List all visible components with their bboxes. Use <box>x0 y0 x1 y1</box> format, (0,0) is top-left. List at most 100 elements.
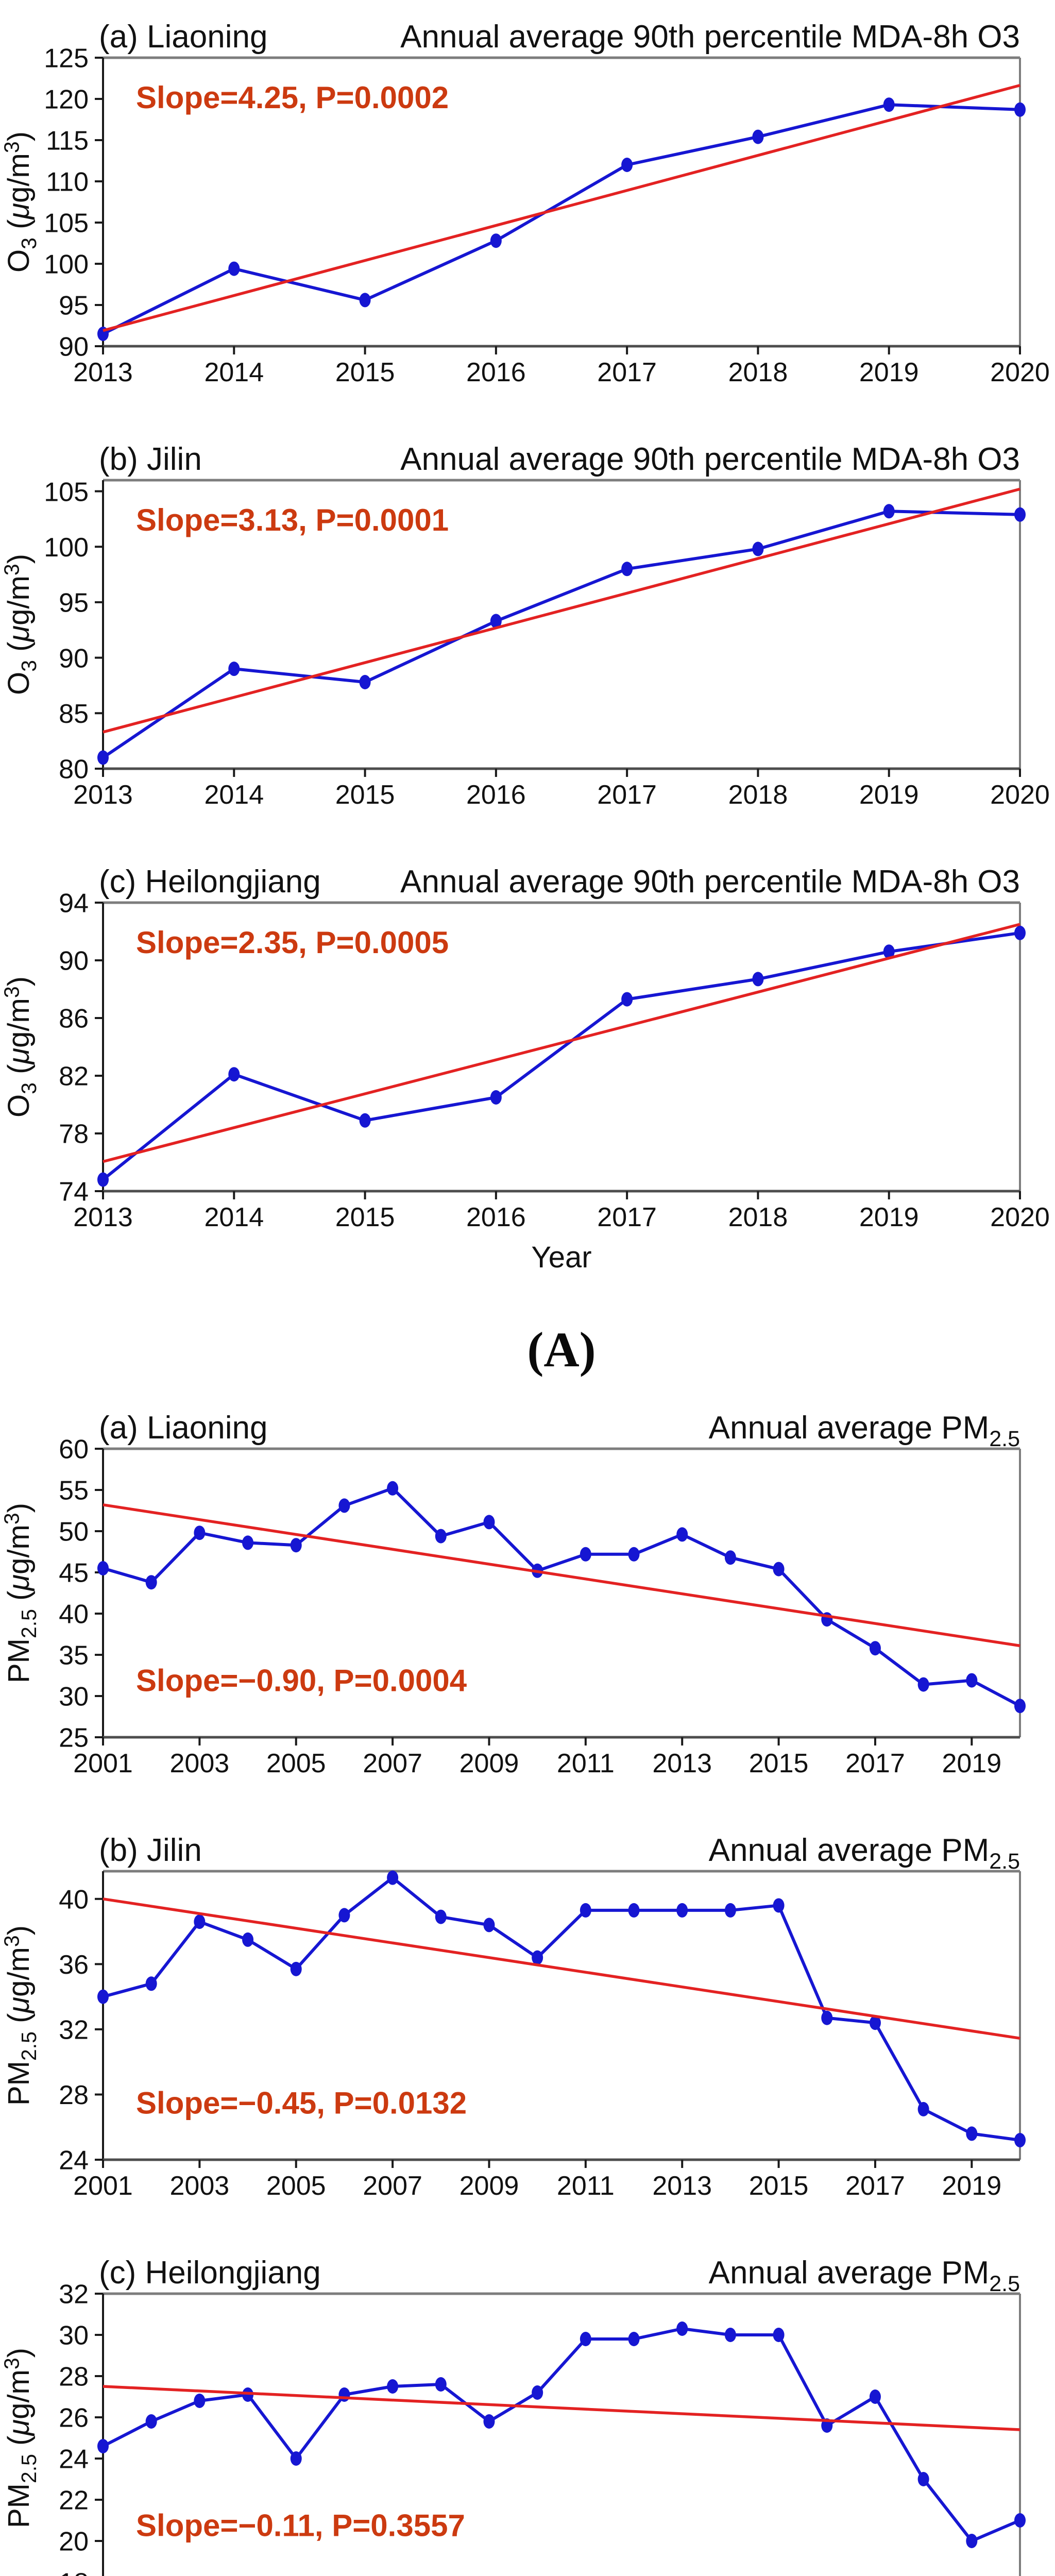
data-series-line <box>102 931 1020 1181</box>
data-point <box>145 1575 157 1590</box>
y-tick-label: 22 <box>59 2486 89 2516</box>
data-point <box>290 2451 302 2466</box>
x-axis-ticks: 2001 2003 2005 2007 2009 2011 2013 2015 2017 2019 <box>73 2160 1001 2201</box>
data-point <box>676 1903 688 1918</box>
x-tick-label: 2011 <box>557 2171 615 2201</box>
data-point <box>752 541 764 556</box>
y-tick-label: 100 <box>44 533 89 563</box>
data-point <box>242 1932 254 1947</box>
x-tick-label: 2015 <box>335 358 395 387</box>
slope-annotation: Slope=−0.90, P=0.0004 <box>136 1663 467 1698</box>
trend-line <box>103 2385 1020 2431</box>
data-point <box>752 972 764 987</box>
trend-line <box>103 83 1020 332</box>
chart-pm25-liaoning: 25 30 35 40 45 50 55 60 2001 2003 2005 2007 2009 2011… <box>0 1401 1055 1821</box>
y-tick-label: 24 <box>59 2445 89 2475</box>
y-axis-ticks: 74 78 82 86 90 94 <box>59 889 103 1207</box>
x-tick-label: 2015 <box>335 1202 395 1232</box>
chart-canvas-pm25-liaoning: 25 30 35 40 45 50 55 60 2001 2003 2005 2007 2009 2011… <box>0 1401 1055 1819</box>
y-tick-label: 100 <box>44 250 89 280</box>
y-tick-label: 24 <box>59 2146 89 2176</box>
data-point <box>821 2010 833 2025</box>
data-series <box>97 1870 1026 2148</box>
slope-annotation: Slope=2.35, P=0.0005 <box>136 925 449 960</box>
data-point <box>359 293 371 308</box>
data-point <box>242 1535 254 1550</box>
plot-frame <box>102 1447 1021 1739</box>
x-axis-ticks: 2013 2014 2015 2016 2017 2018 2019 2020 <box>73 769 1050 810</box>
chart-title-right: Annual average PM2.5 <box>709 2255 1020 2296</box>
y-tick-label: 40 <box>59 1600 89 1630</box>
data-point <box>290 1961 302 1976</box>
x-tick-label: 2017 <box>597 1202 657 1232</box>
data-series-line <box>103 1876 1020 2142</box>
data-point <box>773 2328 785 2342</box>
x-axis-ticks: 2001 2003 2005 2007 2009 2011 2013 2015 2017 2019 <box>73 1737 1001 1778</box>
data-point <box>752 129 764 144</box>
x-tick-label: 2019 <box>859 780 919 810</box>
data-series-line <box>102 103 1020 335</box>
x-tick-label: 2003 <box>170 1749 230 1778</box>
x-tick-label: 2019 <box>942 1749 1001 1778</box>
y-tick-label: 36 <box>59 1950 89 1980</box>
x-tick-label: 2007 <box>363 1749 422 1778</box>
chart-background <box>0 433 1055 850</box>
data-point <box>435 2377 447 2392</box>
chart-title-right: Annual average 90th percentile MDA-8h O3 <box>400 442 1020 477</box>
chart-title-left: (a) Liaoning <box>99 1410 267 1446</box>
y-tick-label: 25 <box>59 1723 89 1753</box>
y-tick-label: 120 <box>44 85 89 115</box>
plot-frame <box>102 56 1021 348</box>
chart-o3-jilin: 80 85 90 95 100 105 2013 2014 2015 2016 2017 2018 20… <box>0 433 1055 853</box>
x-tick-label: 2009 <box>460 2171 519 2201</box>
x-tick-label: 2019 <box>859 358 919 387</box>
y-axis-ticks: 25 30 35 40 45 50 55 60 <box>59 1435 103 1753</box>
chart-o3-liaoning: 90 95 100 105 110 115 120 125 2013 2014 2015 2016 20… <box>0 10 1055 430</box>
x-axis-ticks: 2013 2014 2015 2016 2017 2018 2019 2020 <box>73 1191 1050 1232</box>
x-tick-label: 2009 <box>460 1749 519 1778</box>
y-tick-label: 32 <box>59 2015 89 2045</box>
x-tick-label: 2018 <box>728 780 788 810</box>
data-point <box>387 2379 399 2394</box>
x-tick-label: 2018 <box>728 358 788 387</box>
data-point <box>621 992 633 1007</box>
y-tick-label: 45 <box>59 1558 89 1588</box>
plot-frame <box>102 479 1021 770</box>
data-point <box>194 2394 206 2408</box>
y-axis-label: O3 (μg/m3) <box>0 976 41 1117</box>
x-tick-label: 2016 <box>466 358 526 387</box>
x-tick-label: 2013 <box>652 1749 712 1778</box>
data-point <box>97 1172 109 1187</box>
slope-annotation: Slope=−0.11, P=0.3557 <box>136 2508 465 2543</box>
data-point <box>97 750 109 765</box>
trend-line <box>103 1897 1020 2040</box>
x-tick-label: 2014 <box>204 358 264 387</box>
data-point <box>724 1903 736 1918</box>
data-point <box>676 1527 688 1542</box>
data-point <box>628 1547 640 1562</box>
chart-o3-heilongjiang: 74 78 82 86 90 94 2013 2014 2015 2016 2017 2018 2019… <box>0 855 1055 1306</box>
slope-annotation: Slope=−0.45, P=0.0132 <box>136 2086 467 2120</box>
y-tick-label: 90 <box>59 946 89 976</box>
y-tick-label: 94 <box>59 889 89 919</box>
data-point <box>917 1677 929 1692</box>
x-tick-label: 2013 <box>73 780 133 810</box>
data-point <box>97 2439 109 2453</box>
chart-canvas-pm25-heilongjiang: 1820222426283032200120032005200720092011… <box>0 2246 1055 2576</box>
data-point <box>228 662 240 676</box>
chart-title-left: (b) Jilin <box>99 1833 202 1868</box>
data-point <box>966 2534 978 2548</box>
chart-title-left: (c) Heilongjiang <box>99 2255 321 2291</box>
data-series-line <box>102 510 1020 759</box>
data-point <box>145 2414 157 2429</box>
y-axis-label: O3 (μg/m3) <box>0 131 41 273</box>
y-tick-label: 90 <box>59 643 89 673</box>
data-point <box>966 1673 978 1688</box>
data-point <box>194 1526 206 1540</box>
y-axis-label: PM2.5 (μg/m3) <box>0 1503 41 1683</box>
y-tick-label: 55 <box>59 1476 89 1506</box>
data-point <box>1014 102 1026 117</box>
data-point <box>435 1529 447 1544</box>
x-tick-label: 2005 <box>266 1749 326 1778</box>
